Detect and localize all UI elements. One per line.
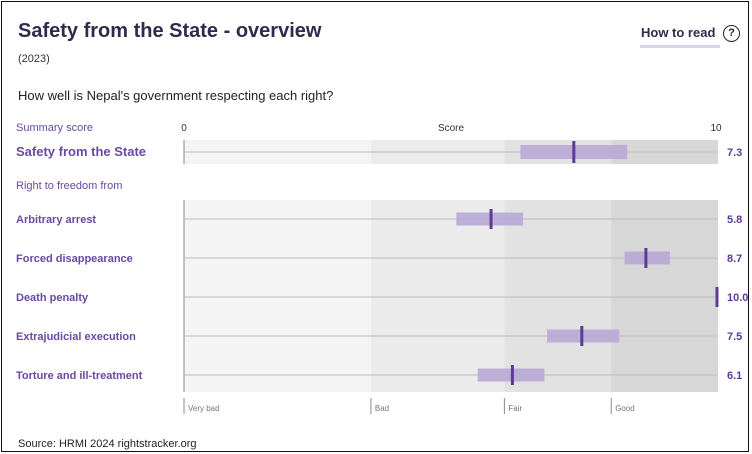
how-to-read-underline [640, 45, 720, 48]
row-name-summary: Safety from the State [16, 144, 146, 159]
value-label-row-3: 7.5 [727, 331, 742, 343]
row-name-row-1: Forced disappearance [16, 253, 133, 265]
summary-score-label: Summary score [16, 122, 93, 134]
year-label: (2023) [18, 53, 50, 65]
zone-very-bad-rows [184, 200, 371, 392]
score-marker-row-4 [510, 365, 514, 385]
group-label: Right to freedom from [16, 180, 122, 192]
zone-label-very-bad: Very bad [188, 404, 220, 413]
zone-bad-rows [370, 200, 505, 392]
zone-label-good: Good [615, 404, 635, 413]
row-name-row-3: Extrajudicial execution [16, 331, 136, 343]
page-title: Safety from the State - overview [18, 20, 322, 42]
axis-title: Score [438, 123, 465, 134]
value-label-row-2: 10.0 [727, 292, 748, 304]
score-marker-row-2 [715, 287, 719, 307]
zone-label-fair: Fair [508, 404, 522, 413]
value-label-row-1: 8.7 [727, 253, 742, 265]
zone-label-bad: Bad [375, 404, 389, 413]
value-label-row-0: 5.8 [727, 214, 742, 226]
how-to-read-link[interactable]: How to read [641, 25, 716, 40]
axis-min-label: 0 [181, 123, 187, 134]
chart-question: How well is Nepal's government respectin… [18, 88, 334, 103]
row-name-row-0: Arbitrary arrest [16, 214, 96, 226]
score-marker-row-0 [489, 209, 493, 229]
score-marker-row-3 [580, 326, 584, 346]
value-label-row-4: 6.1 [727, 370, 742, 382]
source-note: Source: HRMI 2024 rightstracker.org [18, 438, 197, 450]
row-name-row-4: Torture and ill-treatment [16, 370, 143, 382]
value-label-summary: 7.3 [727, 147, 742, 159]
zone-good-rows [611, 200, 718, 392]
score-marker-summary [572, 141, 576, 163]
score-marker-row-1 [644, 248, 648, 268]
row-name-row-2: Death penalty [16, 292, 89, 304]
axis-max-label: 10 [710, 123, 722, 134]
zone-fair-rows [504, 200, 612, 392]
help-circle-icon[interactable]: ? [723, 25, 740, 42]
